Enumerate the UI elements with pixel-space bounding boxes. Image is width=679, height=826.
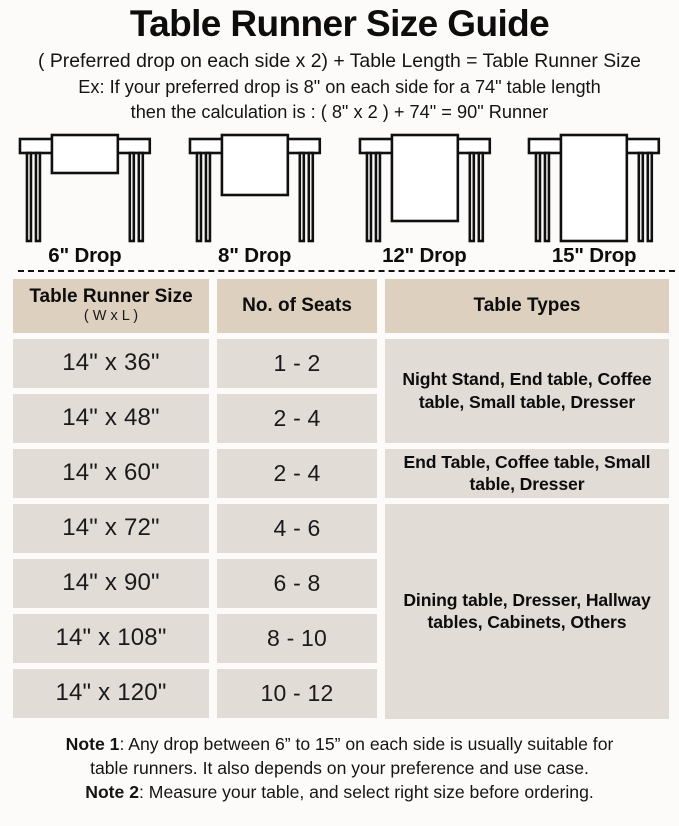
table-row: 8 - 10 [217, 613, 377, 663]
table-illustration-12-icon [358, 133, 491, 242]
note-2-text: : Measure your table, and select right s… [139, 782, 594, 803]
diagram-12-drop [340, 131, 510, 243]
table-illustration-8-icon [188, 133, 321, 242]
diagram-15-drop [509, 131, 679, 243]
diagram-row [0, 131, 679, 243]
header-table-types: Table Types [385, 278, 669, 333]
drop-label-12: 12" Drop [382, 243, 467, 267]
note-2-label: Note 2 [85, 782, 140, 803]
table-types-group: Dining table, Dresser, Hallway tables, C… [385, 503, 669, 719]
section-divider [18, 269, 675, 272]
header-seats: No. of Seats [217, 278, 377, 333]
formula-text: ( Preferred drop on each side x 2) + Tab… [38, 50, 641, 73]
column-table-types: Table Types Night Stand, End table, Coff… [385, 278, 669, 725]
drop-diagrams: 6" Drop 8" Drop 12" Drop 15" Drop [0, 131, 679, 273]
table-illustration-15-icon [527, 133, 661, 242]
table-row: 1 - 2 [217, 338, 377, 388]
table-row: 10 - 12 [217, 668, 377, 718]
table-row: 14" x 120" [13, 668, 209, 718]
table-row: 14" x 36" [13, 338, 209, 388]
note-1-label: Note 1 [65, 733, 120, 754]
header-runner-size-label: Table Runner Size [29, 285, 193, 307]
example-line-2: then the calculation is : ( 8" x 2 ) + 7… [130, 101, 549, 122]
diagram-6-drop [0, 131, 170, 243]
header-seats-label: No. of Seats [242, 294, 352, 316]
column-runner-size: Table Runner Size ( W x L ) 14" x 36" 14… [13, 278, 209, 725]
table-illustration-6-icon [18, 133, 152, 242]
header-runner-size-sublabel: ( W x L ) [83, 307, 139, 324]
drop-label-8: 8" Drop [218, 243, 292, 267]
note-1: Note 1: Any drop between 6” to 15” on ea… [8, 732, 671, 756]
table-row: 14" x 60" [13, 448, 209, 498]
table-row: 14" x 108" [13, 613, 209, 663]
diagram-8-drop [170, 131, 340, 243]
note-2: Note 2: Measure your table, and select r… [8, 780, 671, 804]
table-row: 6 - 8 [217, 558, 377, 608]
page-title: Table Runner Size Guide [129, 3, 550, 44]
table-types-group: Night Stand, End table, Coffee table, Sm… [385, 338, 669, 443]
column-seats: No. of Seats 1 - 2 2 - 4 2 - 4 4 - 6 6 -… [217, 278, 377, 725]
drop-label-row: 6" Drop 8" Drop 12" Drop 15" Drop [0, 244, 679, 268]
note-1-text: : Any drop between 6” to 15” on each sid… [119, 733, 614, 754]
notes-section: Note 1: Any drop between 6” to 15” on ea… [8, 732, 671, 805]
guide-header: Table Runner Size Guide ( Preferred drop… [0, 0, 679, 125]
drop-label-15: 15" Drop [551, 243, 637, 267]
table-row: 14" x 90" [13, 558, 209, 608]
table-row: 4 - 6 [217, 503, 377, 553]
table-row: 14" x 72" [13, 503, 209, 553]
header-table-types-label: Table Types [473, 294, 581, 316]
table-row: 2 - 4 [217, 393, 377, 443]
table-row: 2 - 4 [217, 448, 377, 498]
example-line-1: Ex: If your preferred drop is 8" on each… [78, 77, 601, 98]
drop-label-6: 6" Drop [48, 243, 122, 267]
size-table: Table Runner Size ( W x L ) 14" x 36" 14… [13, 278, 669, 725]
header-runner-size: Table Runner Size ( W x L ) [13, 278, 209, 333]
note-1-continued: table runners. It also depends on your p… [90, 757, 589, 778]
table-types-group: End Table, Coffee table, Small table, Dr… [385, 448, 669, 498]
table-row: 14" x 48" [13, 393, 209, 443]
